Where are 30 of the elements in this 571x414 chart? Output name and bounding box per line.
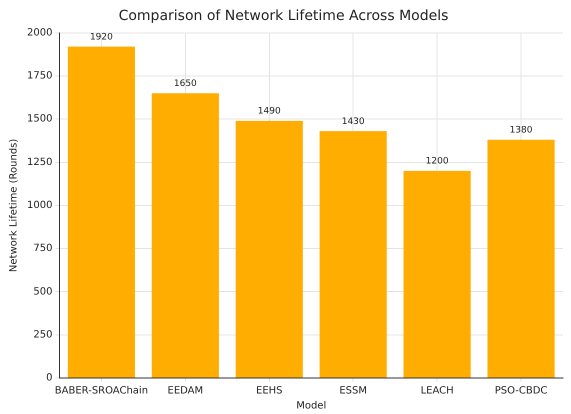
data-label: 1200: [426, 156, 449, 167]
y-axis-title: Network Lifetime (Rounds): [8, 138, 20, 272]
y-tick-label: 250: [33, 329, 52, 340]
x-tick-label: BABER-SROAChain: [54, 386, 148, 397]
y-tick-label: 2000: [26, 27, 52, 38]
y-tick-label: 500: [33, 286, 52, 298]
x-tick-label: ESSM: [339, 386, 368, 397]
data-label: 1650: [174, 79, 198, 90]
chart-title: Comparison of Network Lifetime Across Models: [118, 8, 448, 24]
x-axis-title: Model: [296, 400, 326, 412]
bar: [320, 131, 387, 378]
y-tick-label: 1250: [26, 156, 52, 168]
y-tick-label: 1500: [26, 114, 52, 125]
data-label: 1430: [342, 117, 365, 128]
data-label: 1920: [90, 32, 114, 42]
x-tick-label: LEACH: [420, 386, 454, 397]
data-label: 1380: [510, 126, 533, 136]
bar: [152, 93, 219, 378]
bar: [236, 120, 303, 378]
bar: [404, 170, 471, 378]
bar: [68, 46, 135, 378]
x-tick-label: PSO-CBDC: [494, 386, 548, 397]
bar: [487, 140, 555, 378]
y-tick-label: 0: [46, 372, 52, 384]
x-tick-label: EEHS: [256, 386, 283, 397]
x-tick-label: EEDAM: [168, 386, 204, 397]
y-tick-label: 1750: [26, 70, 52, 82]
data-label: 1490: [258, 106, 281, 117]
y-tick-label: 750: [33, 243, 52, 254]
y-tick-label: 1000: [26, 200, 52, 211]
